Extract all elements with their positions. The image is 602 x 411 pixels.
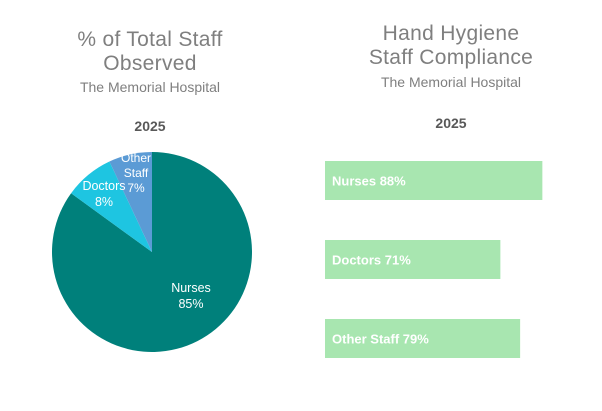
pie-label-other-staff: Staff [124,166,149,180]
pie-chart-subtitle: The Memorial Hospital [79,79,221,95]
pie-label-nurses: Nurses [171,281,211,295]
bar-chart: Nurses 88% Doctors 71% Other Staff 79% [325,161,543,358]
bar-doctors [325,240,501,279]
bar-label-nurses: Nurses 88% [332,174,406,189]
staff-observed-panel: % of Total Staff Observed The Memorial Ho… [0,0,300,411]
bar-chart-year: 2025 [435,115,467,131]
bar-label-other-staff: Other Staff 79% [332,332,429,347]
pie-label-nurses: 85% [178,297,203,311]
pie-slice-other-staff [109,152,152,252]
pie-chart-year: 2025 [134,118,166,134]
pie-label-other-staff: Other [121,151,151,165]
pie-label-other-staff: 7% [127,181,145,195]
bar-nurses [325,161,543,200]
hygiene-compliance-panel: Hand Hygiene Staff Compliance The Memoria… [300,0,602,411]
pie-label-doctors: 8% [95,195,113,209]
bar-chart-title: Hand Hygiene Staff Compliance [368,22,534,69]
pie-label-doctors: Doctors [82,179,125,193]
pie-slice-doctors [71,161,152,252]
bar-label-doctors: Doctors 71% [332,253,411,268]
bar-other-staff [325,319,521,358]
bar-chart-subtitle: The Memorial Hospital [380,74,522,90]
pie-chart-title: % of Total Staff Observed [77,28,223,75]
